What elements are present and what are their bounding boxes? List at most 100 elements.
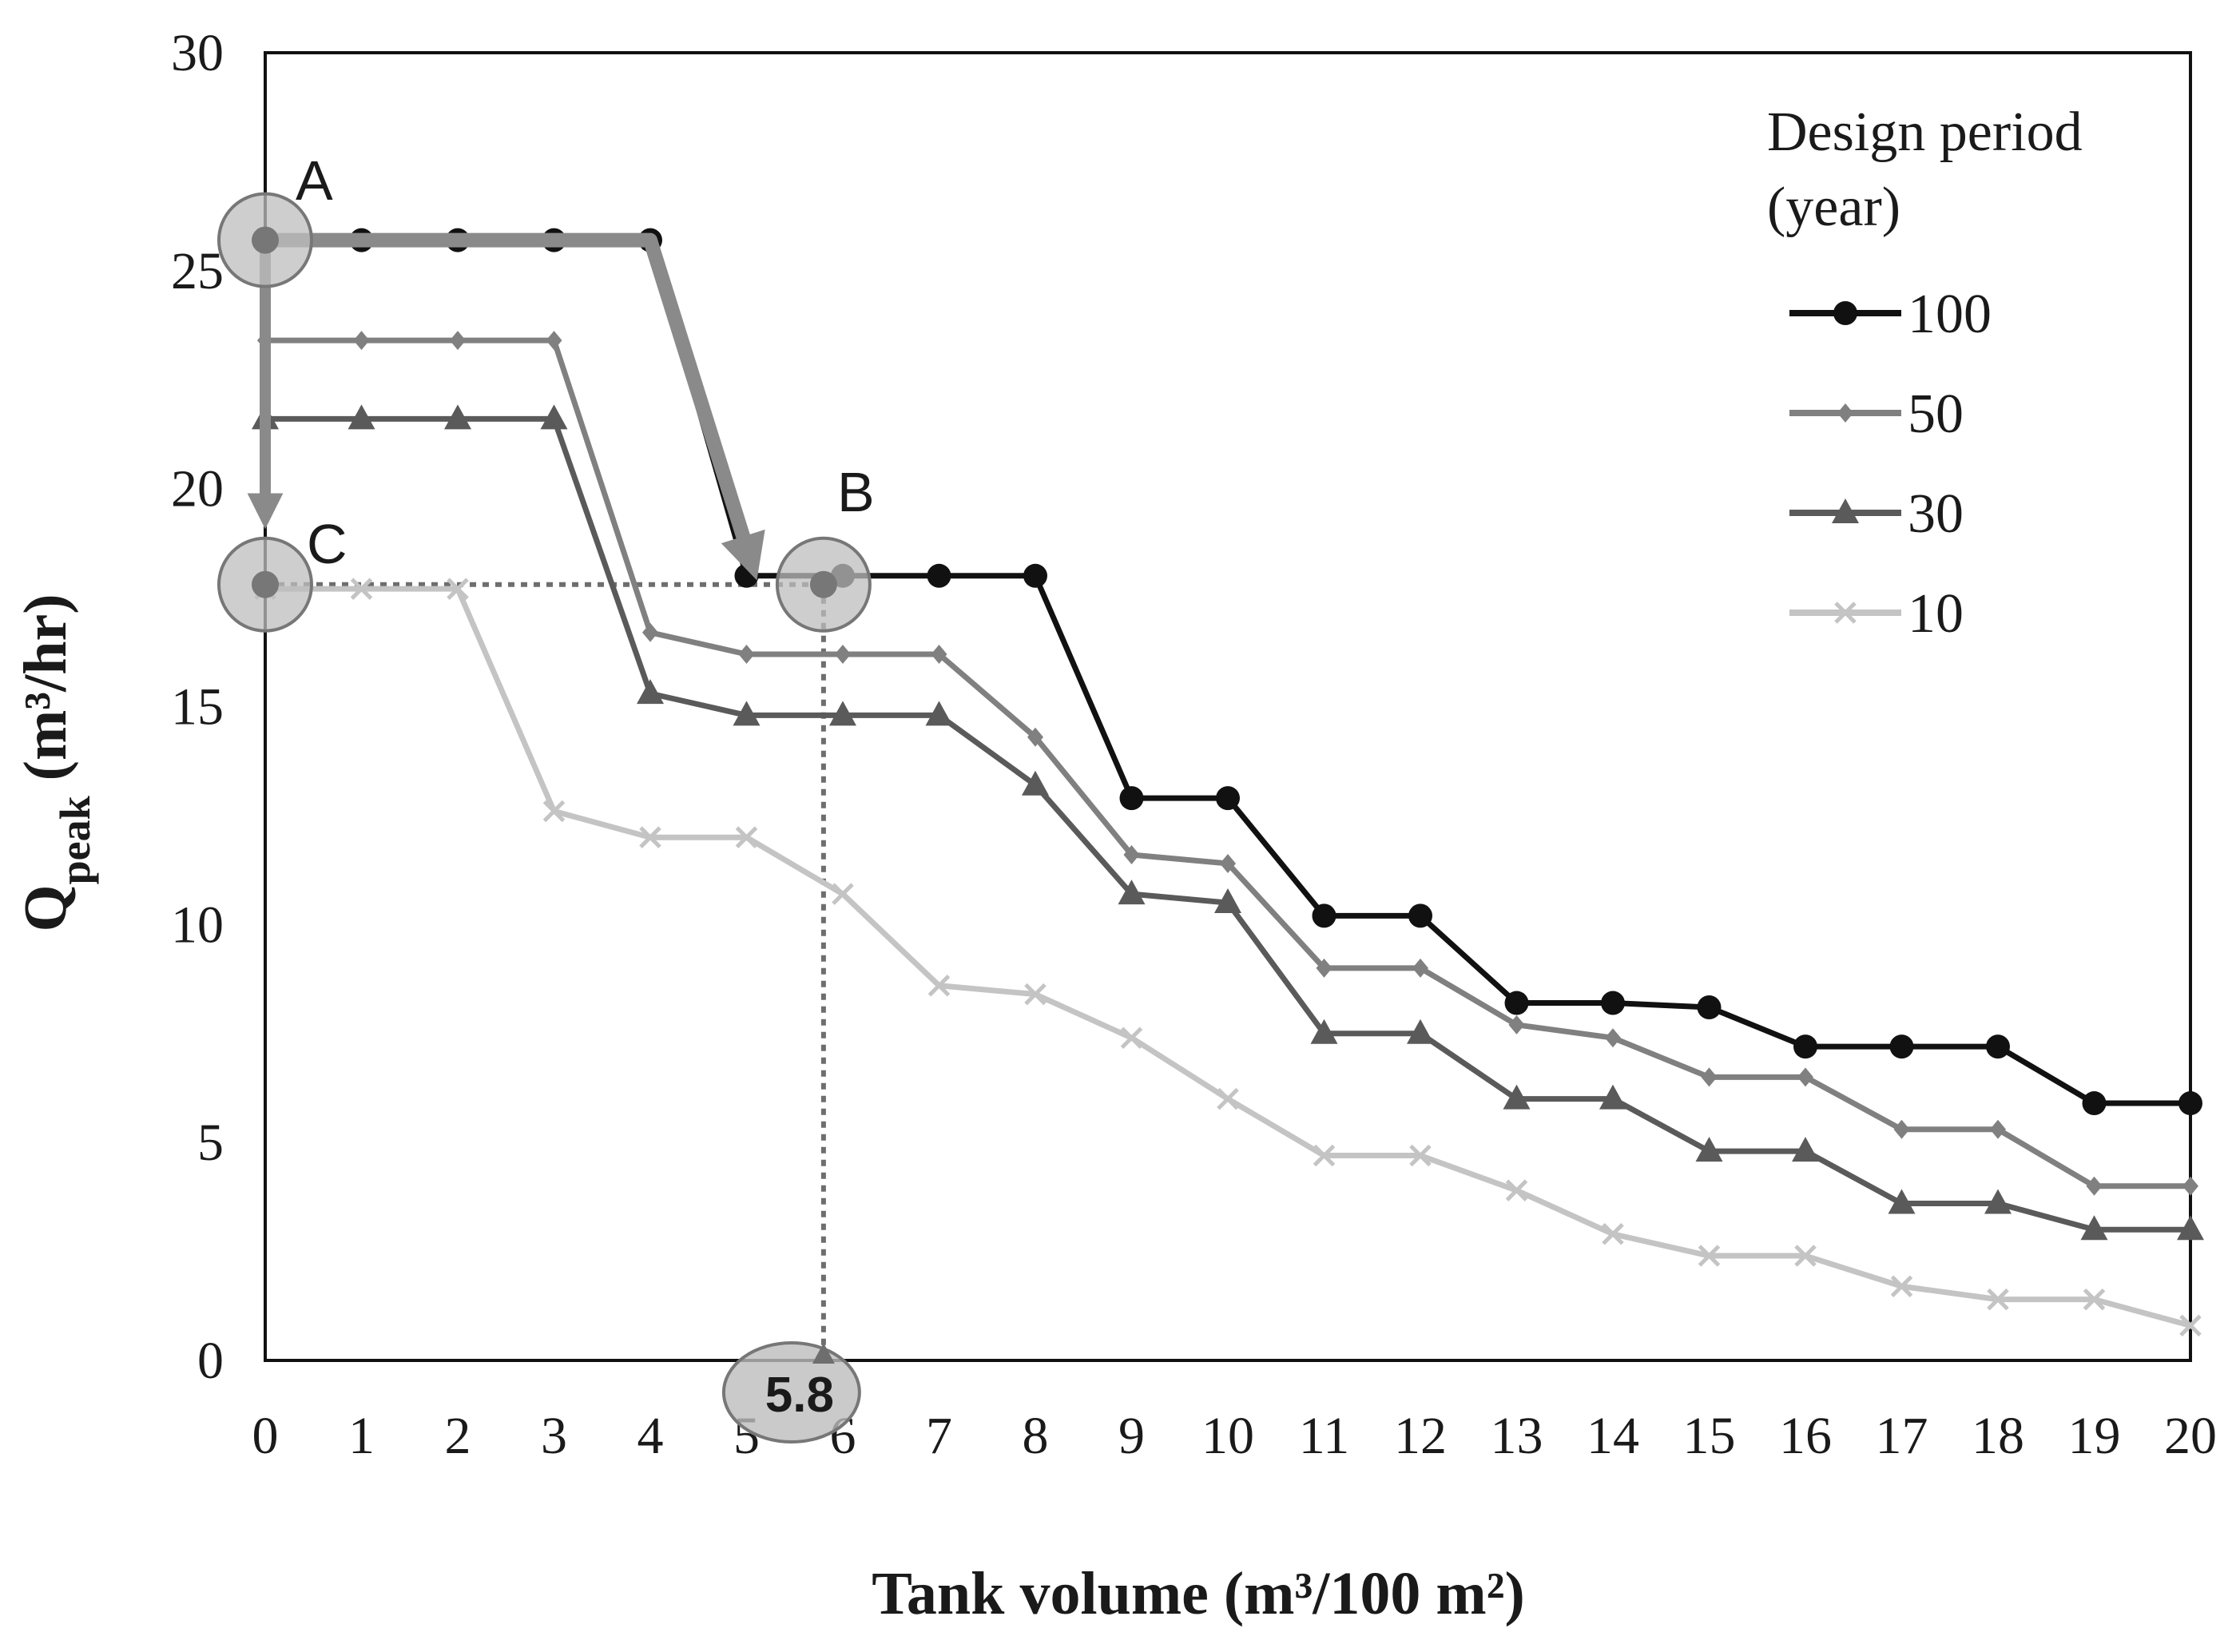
x-tick-label: 19 xyxy=(2068,1407,2121,1465)
data-point xyxy=(1412,958,1428,978)
circle-a-center xyxy=(252,226,279,254)
y-tick-label: 10 xyxy=(171,895,224,954)
data-point xyxy=(835,645,851,665)
y-tick-label: 5 xyxy=(197,1114,224,1172)
circle-b-center xyxy=(809,570,837,598)
legend-item-50: 50 xyxy=(1789,383,1964,445)
data-point xyxy=(1984,1189,2012,1214)
data-point xyxy=(1023,563,1047,588)
x-tick-label: 2 xyxy=(445,1407,471,1465)
data-point xyxy=(1313,1144,1336,1167)
data-point xyxy=(2080,1215,2108,1241)
data-point xyxy=(1027,727,1043,747)
y-tick-label: 20 xyxy=(171,460,224,518)
data-point xyxy=(1986,1034,2010,1059)
legend-label: 10 xyxy=(1908,583,1964,645)
x-axis-ticks: 0 1 2 3 4 5 6 7 8 9 10 11 12 13 14 15 16 17 18 19 20 xyxy=(252,1407,2218,1465)
data-point xyxy=(1695,1137,1723,1162)
data-point xyxy=(1990,1119,2006,1139)
series-10 xyxy=(254,578,2202,1337)
y-axis-title-main: Q xyxy=(12,884,79,931)
data-point xyxy=(2082,1091,2107,1116)
data-point xyxy=(1504,991,1529,1015)
data-point xyxy=(1698,1245,1721,1267)
data-point xyxy=(2178,1091,2202,1116)
data-point xyxy=(1793,1034,1817,1059)
legend-item-100: 100 xyxy=(1789,284,1992,345)
data-point xyxy=(1408,903,1432,928)
data-point xyxy=(1890,1275,1913,1298)
y-tick-label: 30 xyxy=(171,24,224,82)
x-tick-label: 14 xyxy=(1587,1407,1639,1465)
point-b-label: B xyxy=(837,461,875,523)
data-point xyxy=(1605,1028,1621,1048)
data-point xyxy=(540,404,568,430)
x-tick-label: 13 xyxy=(1491,1407,1543,1465)
data-point xyxy=(1503,1084,1531,1110)
plot-area-frame xyxy=(264,51,2192,1362)
y-tick-label: 0 xyxy=(197,1332,224,1390)
data-point xyxy=(1508,1015,1525,1034)
data-point xyxy=(1316,958,1332,978)
x-tick-label: 15 xyxy=(1683,1407,1736,1465)
data-point xyxy=(2179,1314,2202,1337)
data-point xyxy=(542,800,566,823)
data-point xyxy=(1792,1137,1819,1162)
data-point xyxy=(1024,983,1047,1006)
x-tick-label: 17 xyxy=(1876,1407,1928,1465)
data-point xyxy=(1893,1119,1910,1139)
data-point xyxy=(2086,1176,2103,1196)
data-point xyxy=(1220,853,1236,873)
x-tick-label: 0 xyxy=(252,1407,279,1465)
data-point xyxy=(927,974,951,997)
data-point xyxy=(1794,1245,1817,1267)
y-axis-title-sub: peak xyxy=(51,796,99,884)
legend-label: 50 xyxy=(1908,383,1964,445)
data-point xyxy=(1119,786,1144,811)
legend-item-10: 10 xyxy=(1789,583,1964,645)
data-point xyxy=(2083,1288,2106,1311)
data-point xyxy=(444,404,471,430)
data-point xyxy=(1601,991,1625,1015)
data-point xyxy=(1602,1222,1624,1245)
data-point xyxy=(2182,1176,2198,1196)
legend-title-line2: (year) xyxy=(1767,177,1900,238)
legend: Design period (year) 100 50 30 10 xyxy=(1767,101,2083,645)
data-point xyxy=(925,701,953,726)
circle-c-center xyxy=(252,570,279,598)
y-tick-label: 25 xyxy=(171,242,224,300)
data-point xyxy=(931,645,947,665)
point-a-label: A xyxy=(296,149,333,212)
data-point xyxy=(1505,1179,1528,1201)
readout-callout xyxy=(721,1341,861,1444)
x-tick-label: 16 xyxy=(1779,1407,1832,1465)
x-tick-label: 1 xyxy=(348,1407,375,1465)
data-point xyxy=(1833,301,1857,325)
data-point xyxy=(1407,1019,1434,1044)
data-point xyxy=(642,622,658,642)
series-line xyxy=(265,586,2191,1328)
x-tick-label: 3 xyxy=(541,1407,567,1465)
data-point xyxy=(1216,786,1240,811)
data-point xyxy=(733,701,761,726)
y-axis-ticks: 0 5 10 15 20 25 30 xyxy=(171,24,224,1390)
data-point xyxy=(1797,1067,1813,1087)
data-point xyxy=(1123,845,1140,865)
data-point xyxy=(832,883,854,905)
data-point xyxy=(1599,1084,1626,1110)
dotted-guide-lines xyxy=(265,582,826,1360)
series-50 xyxy=(257,331,2198,1196)
data-point xyxy=(353,331,370,351)
x-tick-label: 9 xyxy=(1118,1407,1145,1465)
data-point xyxy=(1120,1027,1143,1049)
y-axis-title-rest: (m³/hr) xyxy=(12,594,79,796)
data-point xyxy=(1889,1034,1914,1059)
callout-layer xyxy=(217,192,872,1444)
data-point xyxy=(1310,1019,1338,1044)
legend-items: 100 50 30 10 xyxy=(1789,284,1992,645)
data-point xyxy=(639,826,661,848)
data-point xyxy=(1214,888,1241,914)
series-line xyxy=(265,337,2190,1189)
y-axis-title: Qpeak (m³/hr) xyxy=(12,594,99,932)
